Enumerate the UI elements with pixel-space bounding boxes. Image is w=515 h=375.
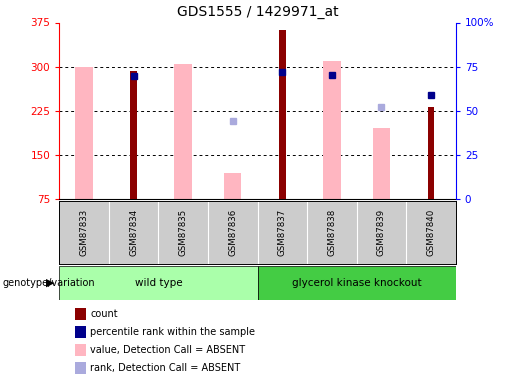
Text: GSM87834: GSM87834 <box>129 209 138 256</box>
Bar <box>59 266 258 300</box>
Bar <box>428 106 434 199</box>
Bar <box>373 128 390 199</box>
Text: GSM87833: GSM87833 <box>79 209 89 256</box>
Text: wild type: wild type <box>134 278 182 288</box>
Text: GSM87836: GSM87836 <box>228 209 237 256</box>
Text: percentile rank within the sample: percentile rank within the sample <box>90 327 255 337</box>
Bar <box>279 30 285 199</box>
Bar <box>323 61 340 199</box>
Text: GSM87838: GSM87838 <box>328 209 336 256</box>
Text: GSM87839: GSM87839 <box>377 209 386 256</box>
Text: GSM87835: GSM87835 <box>179 209 187 256</box>
Text: count: count <box>90 309 118 319</box>
Bar <box>175 64 192 199</box>
Text: rank, Detection Call = ABSENT: rank, Detection Call = ABSENT <box>90 363 241 373</box>
Bar <box>258 266 456 300</box>
Bar <box>130 71 137 199</box>
Text: genotype/variation: genotype/variation <box>3 278 95 288</box>
Text: value, Detection Call = ABSENT: value, Detection Call = ABSENT <box>90 345 245 355</box>
Text: GSM87840: GSM87840 <box>426 209 436 256</box>
Text: ▶: ▶ <box>46 278 55 288</box>
Title: GDS1555 / 1429971_at: GDS1555 / 1429971_at <box>177 5 338 19</box>
Bar <box>75 67 93 199</box>
Bar <box>224 174 242 199</box>
Text: GSM87837: GSM87837 <box>278 209 287 256</box>
Text: glycerol kinase knockout: glycerol kinase knockout <box>292 278 421 288</box>
